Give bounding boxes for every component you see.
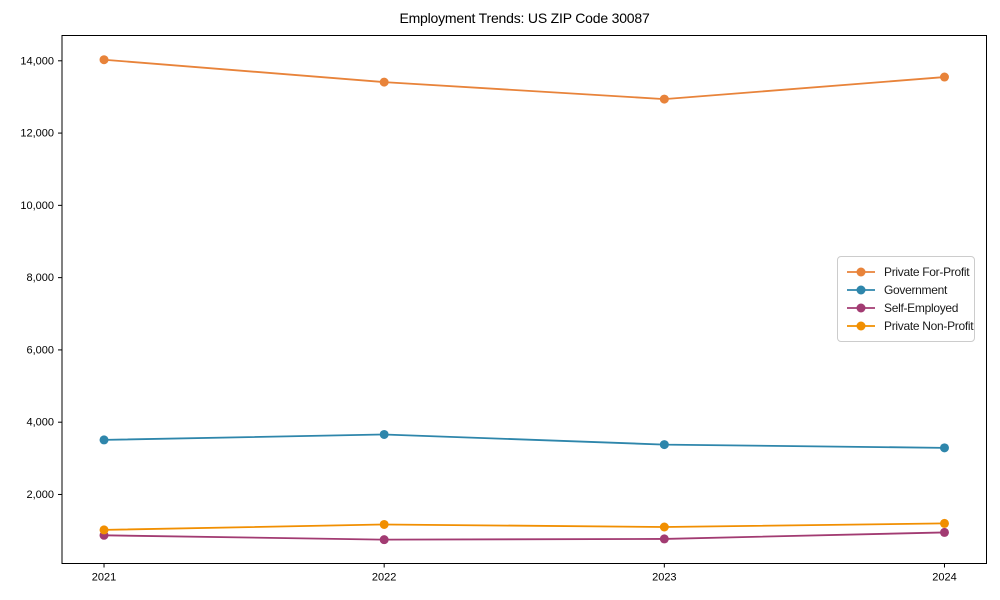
data-point-self-employed — [379, 535, 389, 545]
data-point-private-non-profit — [659, 522, 669, 532]
y-tick-label: 2,000 — [26, 489, 54, 501]
series-line-private-for-profit — [103, 58, 946, 101]
legend-item-self-employed: Self-Employed — [846, 300, 966, 317]
legend-marker-icon — [847, 285, 875, 295]
legend-label: Self-Employed — [884, 301, 959, 316]
chart-title: Employment Trends: US ZIP Code 30087 — [399, 10, 650, 26]
x-tick-label: 2023 — [652, 572, 676, 584]
data-point-government — [939, 443, 949, 453]
x-tick-label: 2024 — [932, 572, 956, 584]
data-point-private-non-profit — [379, 519, 389, 529]
y-tick-label: 14,000 — [20, 55, 54, 67]
data-point-self-employed — [939, 527, 949, 537]
data-point-private-for-profit — [99, 55, 109, 65]
data-point-government — [659, 440, 669, 450]
y-tick-label: 6,000 — [26, 344, 54, 356]
legend-item-private-non-profit: Private Non-Profit — [846, 318, 974, 335]
legend-item-government: Government — [846, 281, 966, 298]
legend-label: Government — [884, 282, 948, 297]
legend-marker-icon — [847, 321, 875, 331]
x-tick-label: 2021 — [92, 572, 116, 584]
data-point-self-employed — [659, 534, 669, 544]
y-tick-label: 4,000 — [26, 417, 54, 429]
axes-spines — [61, 35, 987, 564]
data-point-private-non-profit — [939, 518, 949, 528]
legend-label: Private Non-Profit — [884, 319, 974, 334]
legend: Private For-Profit Government Self-Employe… — [837, 256, 975, 342]
legend-marker-icon — [847, 267, 875, 276]
y-tick-label: 8,000 — [26, 272, 54, 284]
y-tick-label: 10,000 — [20, 200, 54, 212]
y-tick-label: 12,000 — [20, 128, 54, 140]
data-point-private-for-profit — [659, 94, 669, 104]
series-line-government — [103, 433, 946, 449]
series-line-self-employed — [103, 531, 946, 541]
data-point-private-for-profit — [939, 72, 949, 82]
legend-marker-icon — [847, 303, 875, 313]
series-line-private-non-profit — [103, 522, 946, 531]
data-point-government — [379, 429, 389, 439]
legend-item-private-for-profit: Private For-Profit — [846, 263, 970, 280]
x-tick-label: 2022 — [372, 572, 396, 584]
data-point-private-for-profit — [379, 77, 389, 87]
data-point-private-non-profit — [99, 525, 109, 535]
legend-label: Private For-Profit — [884, 264, 970, 279]
data-point-government — [99, 435, 109, 445]
